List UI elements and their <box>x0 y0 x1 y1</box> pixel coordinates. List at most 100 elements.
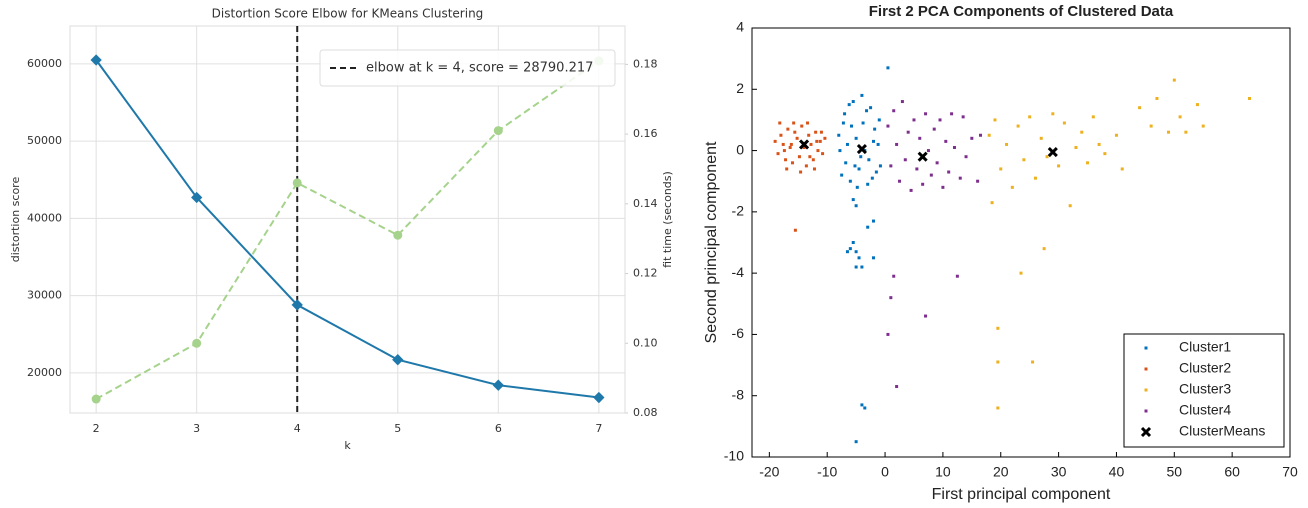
x-tick-label: 40 <box>1109 464 1125 480</box>
point <box>1068 204 1072 208</box>
point <box>1022 158 1026 162</box>
legend-label: Cluster4 <box>1179 402 1231 418</box>
y-tick-label: 20000 <box>27 366 62 379</box>
point <box>821 152 825 156</box>
legend-label: Cluster1 <box>1179 339 1231 355</box>
cluster-mean <box>917 151 928 162</box>
legend-label: elbow at k = 4, score = 28790.217 <box>366 61 593 76</box>
point <box>857 256 861 260</box>
point <box>812 167 816 171</box>
x-tick-label: 2 <box>93 422 100 435</box>
point <box>823 136 827 140</box>
point <box>860 403 864 407</box>
point <box>1149 124 1153 128</box>
point <box>860 265 864 269</box>
point <box>952 146 956 150</box>
point <box>861 121 865 125</box>
y2-axis-label: fit time (seconds) <box>661 171 674 268</box>
y2-tick-label: 0.10 <box>633 336 658 349</box>
x-tick-label: 30 <box>1051 464 1067 480</box>
point <box>1019 271 1023 275</box>
point <box>886 124 890 128</box>
y2-tick-label: 0.12 <box>633 267 658 280</box>
x-tick-label: 10 <box>935 464 951 480</box>
point <box>895 142 899 146</box>
point <box>804 164 808 168</box>
point <box>851 241 855 244</box>
point <box>814 130 818 134</box>
x-tick-label: -10 <box>817 464 837 480</box>
point <box>855 185 859 189</box>
point <box>964 155 968 159</box>
point <box>1097 142 1101 146</box>
point <box>1184 130 1188 134</box>
x-tick-label: -20 <box>759 464 779 480</box>
y-tick-label: -2 <box>732 203 745 219</box>
point <box>292 178 302 188</box>
cluster-mean <box>1047 147 1058 158</box>
plot-frame <box>69 25 626 414</box>
point <box>779 133 783 137</box>
point <box>854 265 858 269</box>
point <box>854 204 858 208</box>
series-line <box>95 60 600 400</box>
legend: Cluster1 Cluster2 Cluster3 Cluster4 ClusterM… <box>1123 333 1285 448</box>
y2-tick-label: 0.18 <box>633 57 658 70</box>
point <box>944 139 948 143</box>
x-tick-label: 3 <box>193 422 200 435</box>
point <box>845 250 849 254</box>
point <box>192 338 202 348</box>
point <box>871 256 875 260</box>
point <box>926 149 930 153</box>
point <box>857 167 861 171</box>
point <box>782 149 786 153</box>
point <box>996 406 1000 410</box>
legend-box <box>1123 333 1285 448</box>
point <box>889 164 893 168</box>
legend-label: ClusterMeans <box>1179 423 1265 439</box>
point <box>818 139 822 143</box>
point <box>841 121 845 125</box>
point <box>1074 146 1078 150</box>
legend: elbow at k = 4, score = 28790.217 <box>319 49 616 87</box>
point <box>1080 130 1084 134</box>
point <box>947 170 951 174</box>
point <box>1248 96 1252 100</box>
point <box>795 136 799 140</box>
y-tick-label: 50000 <box>27 134 62 147</box>
point <box>840 173 844 177</box>
point <box>191 191 203 204</box>
legend-swatch <box>1144 367 1148 371</box>
point <box>593 391 605 404</box>
point <box>819 130 823 134</box>
point <box>878 164 882 168</box>
point <box>932 127 936 131</box>
point <box>1201 124 1205 128</box>
point <box>865 109 869 113</box>
y-tick-label: 0 <box>736 141 744 157</box>
point <box>778 121 782 125</box>
legend-swatch <box>1144 346 1148 350</box>
point <box>918 136 922 140</box>
point <box>860 93 864 97</box>
point <box>393 230 403 240</box>
point <box>845 142 849 146</box>
point <box>1195 103 1199 107</box>
point <box>871 139 875 143</box>
point <box>1016 124 1020 128</box>
point <box>863 406 867 410</box>
point <box>291 299 303 311</box>
point <box>785 167 789 171</box>
point <box>876 142 880 146</box>
point <box>990 201 994 205</box>
point <box>1033 176 1037 180</box>
point <box>1120 167 1124 171</box>
cluster-mean <box>856 143 867 155</box>
point <box>843 112 847 116</box>
y-tick-label: 60000 <box>27 57 62 70</box>
point <box>929 173 933 177</box>
pca-chart: -20 -10 0 10 20 30 40 50 60 70-10-8-6-4-2024First… <box>703 3 1298 503</box>
elbow-chart: 2 3 4 5 6 7 20000 30000 40000 50000 60000 0.08 0.10 0… <box>9 7 674 453</box>
point <box>912 118 916 122</box>
point <box>1005 142 1009 146</box>
